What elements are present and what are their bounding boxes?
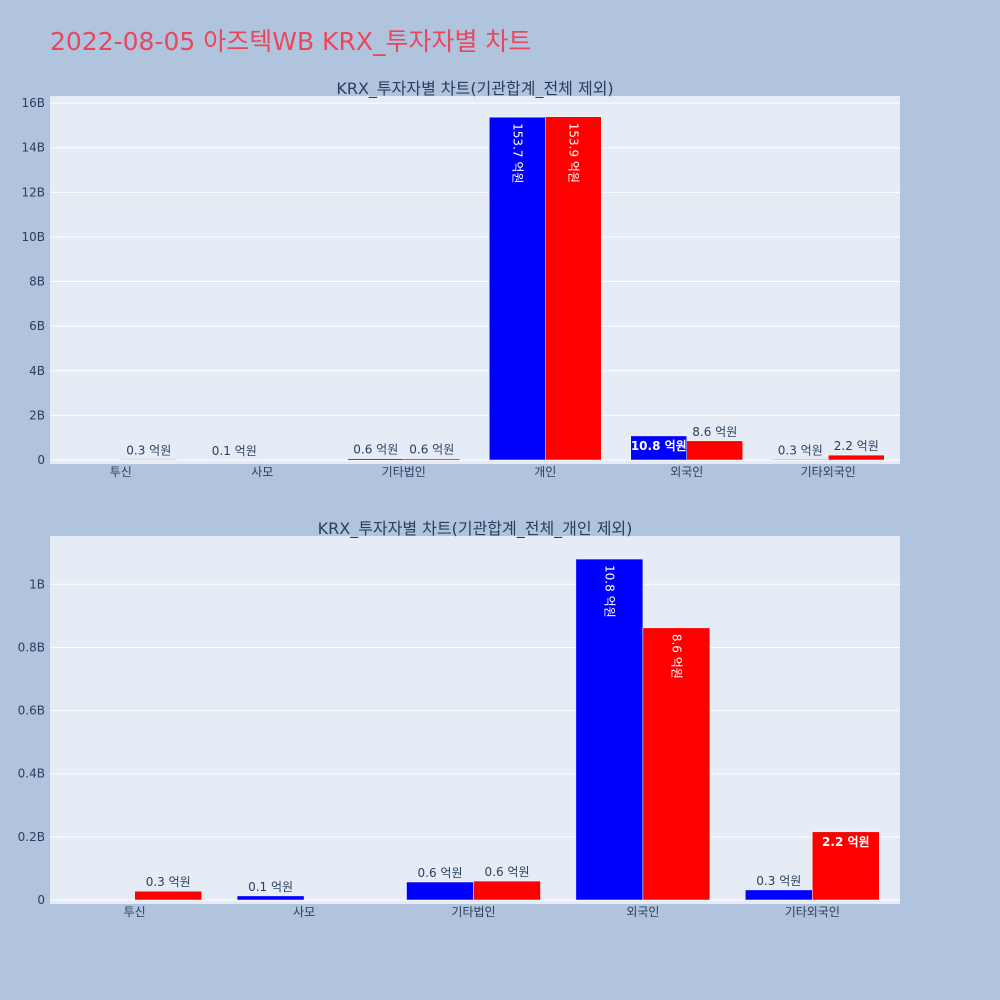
bar-value-label: 0.6 억원 [409,443,454,457]
sell-bar [812,831,880,901]
bar-value-label: 2.2 억원 [834,439,879,453]
bar-value-label: 10.8 억원 [602,565,616,618]
sell-bar [120,459,177,461]
sell-bar [686,440,743,461]
x-tick-label: 투신 [124,905,146,919]
sell-bar [403,458,460,461]
chart-title-2: KRX_투자자별 차트(기관합계_전체_개인 제외) [318,519,633,539]
bar-value-label: 0.3 억원 [146,875,191,889]
y-tick-label: 0 [37,453,45,467]
y-tick-label: 16B [21,96,45,110]
x-tick-label: 외국인 [670,465,703,479]
buy-bar [406,881,474,901]
y-tick-label: 0.8B [18,640,45,654]
x-tick-label: 투신 [110,465,132,479]
y-tick-label: 6B [29,319,45,333]
buy-bar [575,558,644,901]
y-tick-label: 0.4B [18,767,45,781]
bar-value-label: 0.1 억원 [248,880,293,894]
bar-value-label: 0.6 억원 [485,865,530,879]
plot-area-1 [50,96,900,464]
bar-value-label: 8.6 억원 [669,634,683,679]
x-tick-label: 기타외국인 [785,905,840,919]
y-tick-label: 0 [37,893,45,907]
bar-value-label: 153.9 억원 [566,123,580,183]
y-tick-label: 10B [21,230,45,244]
y-tick-label: 0.6B [18,704,45,718]
bar-value-label: 0.3 억원 [756,874,801,888]
bar-value-label: 0.3 억원 [778,443,823,457]
x-tick-label: 개인 [534,465,556,479]
x-tick-label: 기타외국인 [801,465,856,479]
sell-bar [545,116,602,461]
y-tick-label: 0.2B [18,830,45,844]
buy-bar [772,459,829,461]
y-tick-label: 1B [29,577,45,591]
buy-bar [489,116,546,461]
y-tick-label: 4B [29,364,45,378]
y-tick-label: 14B [21,141,45,155]
buy-bar [236,895,305,901]
plot-area-2 [50,536,900,904]
bar-value-label: 10.8 억원 [631,439,687,453]
x-tick-label: 사모 [293,905,315,919]
bar-value-label: 0.1 억원 [212,444,257,458]
bar-value-label: 2.2 억원 [822,835,870,849]
sell-bar [134,890,202,901]
bar-value-label: 0.3 억원 [126,443,171,457]
y-tick-label: 8B [29,275,45,289]
y-tick-label: 2B [29,408,45,422]
y-tick-label: 12B [21,185,45,199]
x-tick-label: 사모 [251,465,273,479]
page-title: 2022-08-05 아즈텍WB KRX_투자자별 차트 [50,27,532,56]
bar-value-label: 0.6 억원 [418,866,463,880]
chart-title-1: KRX_투자자별 차트(기관합계_전체 제외) [336,79,613,99]
bar-value-label: 0.6 억원 [353,443,398,457]
bar-value-label: 8.6 억원 [692,425,737,439]
x-tick-label: 기타법인 [451,905,495,919]
buy-bar [630,435,687,461]
sell-bar [642,627,711,901]
sell-bar [473,880,541,901]
x-tick-label: 기타법인 [382,465,426,479]
bar-value-label: 153.7 억원 [510,123,524,183]
buy-bar [745,889,813,901]
sell-bar [828,454,885,461]
buy-bar [347,458,404,461]
x-tick-label: 외국인 [626,905,659,919]
